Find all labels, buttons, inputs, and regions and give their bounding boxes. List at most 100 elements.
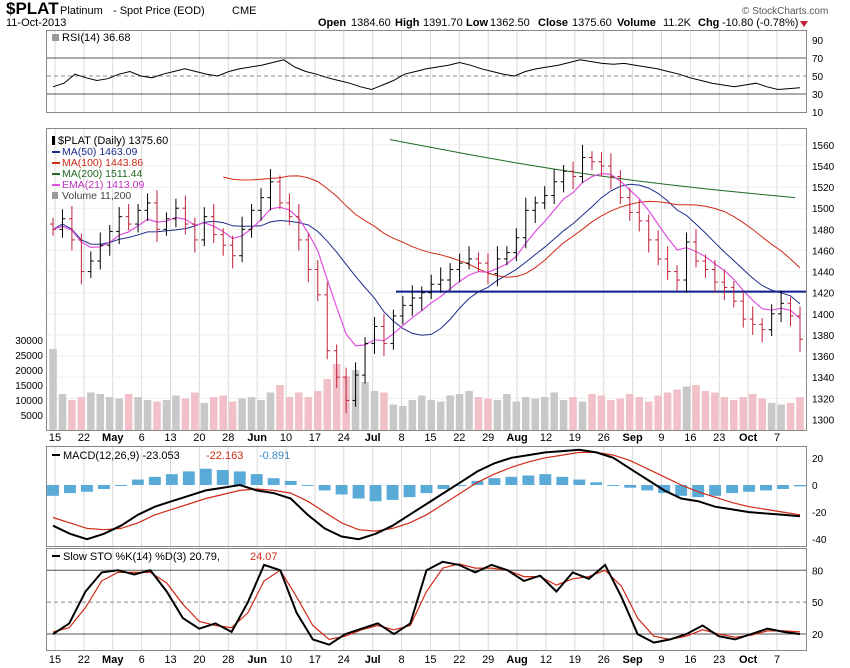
volume-label: Volume [617,17,656,29]
stochastic-tick-label: 80 [812,566,824,577]
price-tick-label: 1320 [812,394,835,405]
x-tick-label: 13 [164,654,176,666]
x-tick-label: 16 [684,432,696,444]
price-tick-label: 1440 [812,268,835,279]
volume-bar [503,394,511,430]
stochastic-d-legend: 24.07 [250,551,278,563]
low-value: 1362.50 [490,17,530,29]
macd-histogram-bar [590,482,603,485]
ma100-legend-label: MA(100) 1443.86 [62,157,143,169]
volume-bar [730,400,738,430]
x-tick-label: 15 [424,432,436,444]
volume-bar [682,386,691,430]
x-tick-label: 12 [540,432,552,444]
x-tick-label: 29 [482,432,494,444]
price-legend-swatch [52,136,55,145]
instrument-description: - Spot Price (EOD) [113,5,205,17]
volume-bar [748,394,757,430]
stochastic-legend-label: Slow STO %K(14) %D(3) 20.79, [63,551,220,563]
volume-bar [474,397,483,430]
volume-bar [408,400,417,430]
x-tick-label: 17 [309,654,321,666]
price-tick-label: 1340 [812,373,835,384]
volume-bar [427,400,436,430]
instrument-name: Platinum [60,5,103,17]
volume-bar [569,397,577,430]
volume-bar [417,395,426,430]
macd-histogram-bar [726,484,739,494]
macd-histogram-bar [114,484,127,486]
macd-legend: MACD(12,26,9) -23.053 -22.163 -0.891 [52,450,290,462]
symbol: $PLAT [6,0,59,18]
volume-bar [540,397,549,430]
price-tick-label: 1480 [812,225,835,236]
price-panel [46,128,807,431]
volume-bar [323,379,331,430]
macd-legend-label: MACD(12,26,9) -23.053 [63,450,180,462]
x-tick-label: 15 [49,654,61,666]
ma50-line [52,183,801,336]
volume-bar [134,397,142,430]
volume-bar [739,397,748,430]
macd-histogram-bar [403,484,416,498]
x-tick-label: Oct [739,654,758,666]
x-tick-label: 10 [280,432,292,444]
macd-histogram-bar [760,484,772,491]
ma100-line [223,175,801,278]
rsi-tick-label: 90 [812,36,824,47]
volume-bar [663,392,672,430]
x-tick-label: Jun [247,432,267,444]
volume-bar [247,397,256,430]
macd-histogram-bar [454,484,467,486]
x-tick-label: 8 [398,432,404,444]
macd-histogram-bar [233,471,246,485]
macd-histogram-bar [709,484,722,496]
volume-bar [777,404,785,430]
exchange: CME [232,5,256,17]
volume-bar [124,394,133,430]
volume-bar [361,382,369,430]
volume-bar [370,391,379,430]
macd-signal-legend: -22.163 [206,450,243,462]
macd-histogram-bar [658,484,671,494]
x-tick-label: 6 [139,432,145,444]
open-value: 1384.60 [351,17,391,29]
volume-bar [607,400,615,430]
x-tick-label: 17 [309,432,321,444]
macd-histogram-bar [64,484,76,494]
macd-histogram-bar [352,484,365,499]
volume-legend-label: Volume 11,200 [62,190,131,202]
rsi-tick-label: 50 [812,72,824,83]
macd-histogram-bar [743,484,756,492]
x-tick-label: 20 [193,654,205,666]
x-tick-label: 7 [774,654,780,666]
macd-panel [46,446,807,547]
x-tick-label: May [102,654,124,666]
x-tick-label: Sep [623,654,643,666]
volume-bar [796,397,804,430]
volume-bar [644,401,653,430]
ma50-legend-label: MA(50) 1463.09 [62,146,137,158]
volume-bar [172,395,180,430]
volume-bar [484,398,492,430]
x-tick-label: 22 [78,654,90,666]
volume-bar [68,400,76,430]
price-tick-label: 1420 [812,289,835,300]
macd-histogram-bar [131,479,144,485]
ma200-line [389,139,796,199]
macd-histogram-bar [335,484,348,495]
open-label: Open [318,17,346,29]
volume-bar [654,395,662,430]
macd-histogram-bar [556,476,569,485]
volume-legend-swatch [52,192,58,199]
volume-bar [758,398,766,430]
x-tick-label: 8 [398,654,404,666]
macd-histogram-bar [607,484,620,486]
volume-bar [285,397,294,430]
volume-bar [550,392,558,430]
macd-signal-line [52,451,801,532]
x-axis-labels: 15 15 22 22 May May 6 6 13 13 20 20 28 28 Jun Jun 10 10 17… [49,432,780,666]
volume-bar [522,397,530,430]
volume-bar [219,395,227,430]
